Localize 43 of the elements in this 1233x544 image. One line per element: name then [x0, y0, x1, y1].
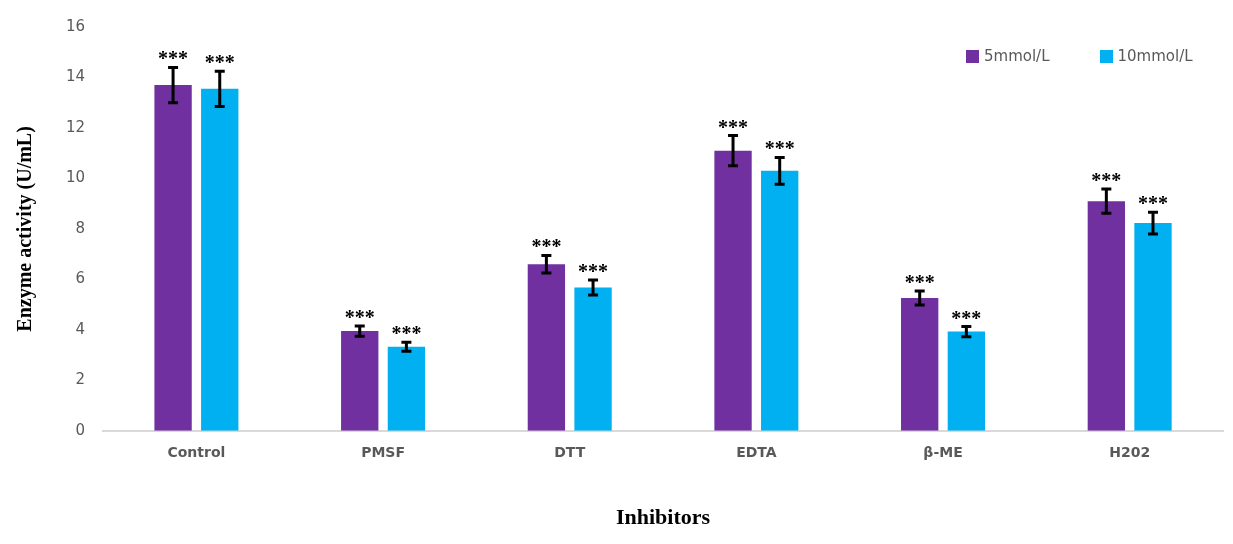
bar — [1134, 223, 1172, 431]
x-tick-label: Control — [167, 443, 226, 460]
bar — [901, 298, 939, 431]
bar — [761, 170, 799, 431]
x-tick-label: EDTA — [736, 443, 777, 460]
y-tick-label: 10 — [65, 168, 86, 187]
annotation: *** — [1091, 169, 1122, 192]
annotation: *** — [578, 259, 609, 282]
x-tick-label: β-ME — [923, 443, 963, 460]
legend-label: 5mmol/L — [984, 47, 1050, 65]
y-tick-label: 12 — [65, 117, 86, 136]
annotation: *** — [531, 235, 562, 258]
bar — [947, 331, 986, 431]
y-axis-title: Enzyme activity (U/mL) — [13, 126, 37, 332]
bar — [1087, 201, 1126, 431]
y-tick-label: 14 — [65, 67, 86, 86]
legend-label: 10mmol/L — [1117, 47, 1193, 65]
x-tick-label: DTT — [554, 443, 586, 460]
x-axis-title: Inhibitors — [615, 504, 711, 530]
bar — [574, 287, 612, 431]
bar — [387, 346, 426, 431]
y-tick-label: 2 — [75, 370, 86, 389]
annotation: *** — [904, 270, 935, 293]
bar — [527, 264, 566, 431]
bar — [154, 85, 192, 431]
annotation: *** — [1138, 192, 1169, 215]
annotation: *** — [718, 115, 749, 138]
annotation: *** — [951, 306, 982, 329]
y-tick-label: 0 — [75, 420, 86, 439]
x-tick-label: PMSF — [361, 443, 405, 460]
annotation: *** — [764, 137, 795, 160]
y-tick-label: 8 — [75, 218, 86, 237]
y-tick-label: 4 — [75, 319, 86, 338]
annotation: *** — [204, 51, 235, 74]
y-tick-label: 6 — [75, 269, 86, 288]
bar — [341, 331, 379, 431]
annotation: *** — [391, 322, 422, 345]
x-tick-label: H202 — [1109, 443, 1151, 460]
y-tick-label: 16 — [65, 16, 86, 35]
bar — [714, 150, 752, 431]
annotation: *** — [158, 47, 189, 70]
bar — [201, 88, 239, 431]
annotation: *** — [344, 306, 375, 329]
